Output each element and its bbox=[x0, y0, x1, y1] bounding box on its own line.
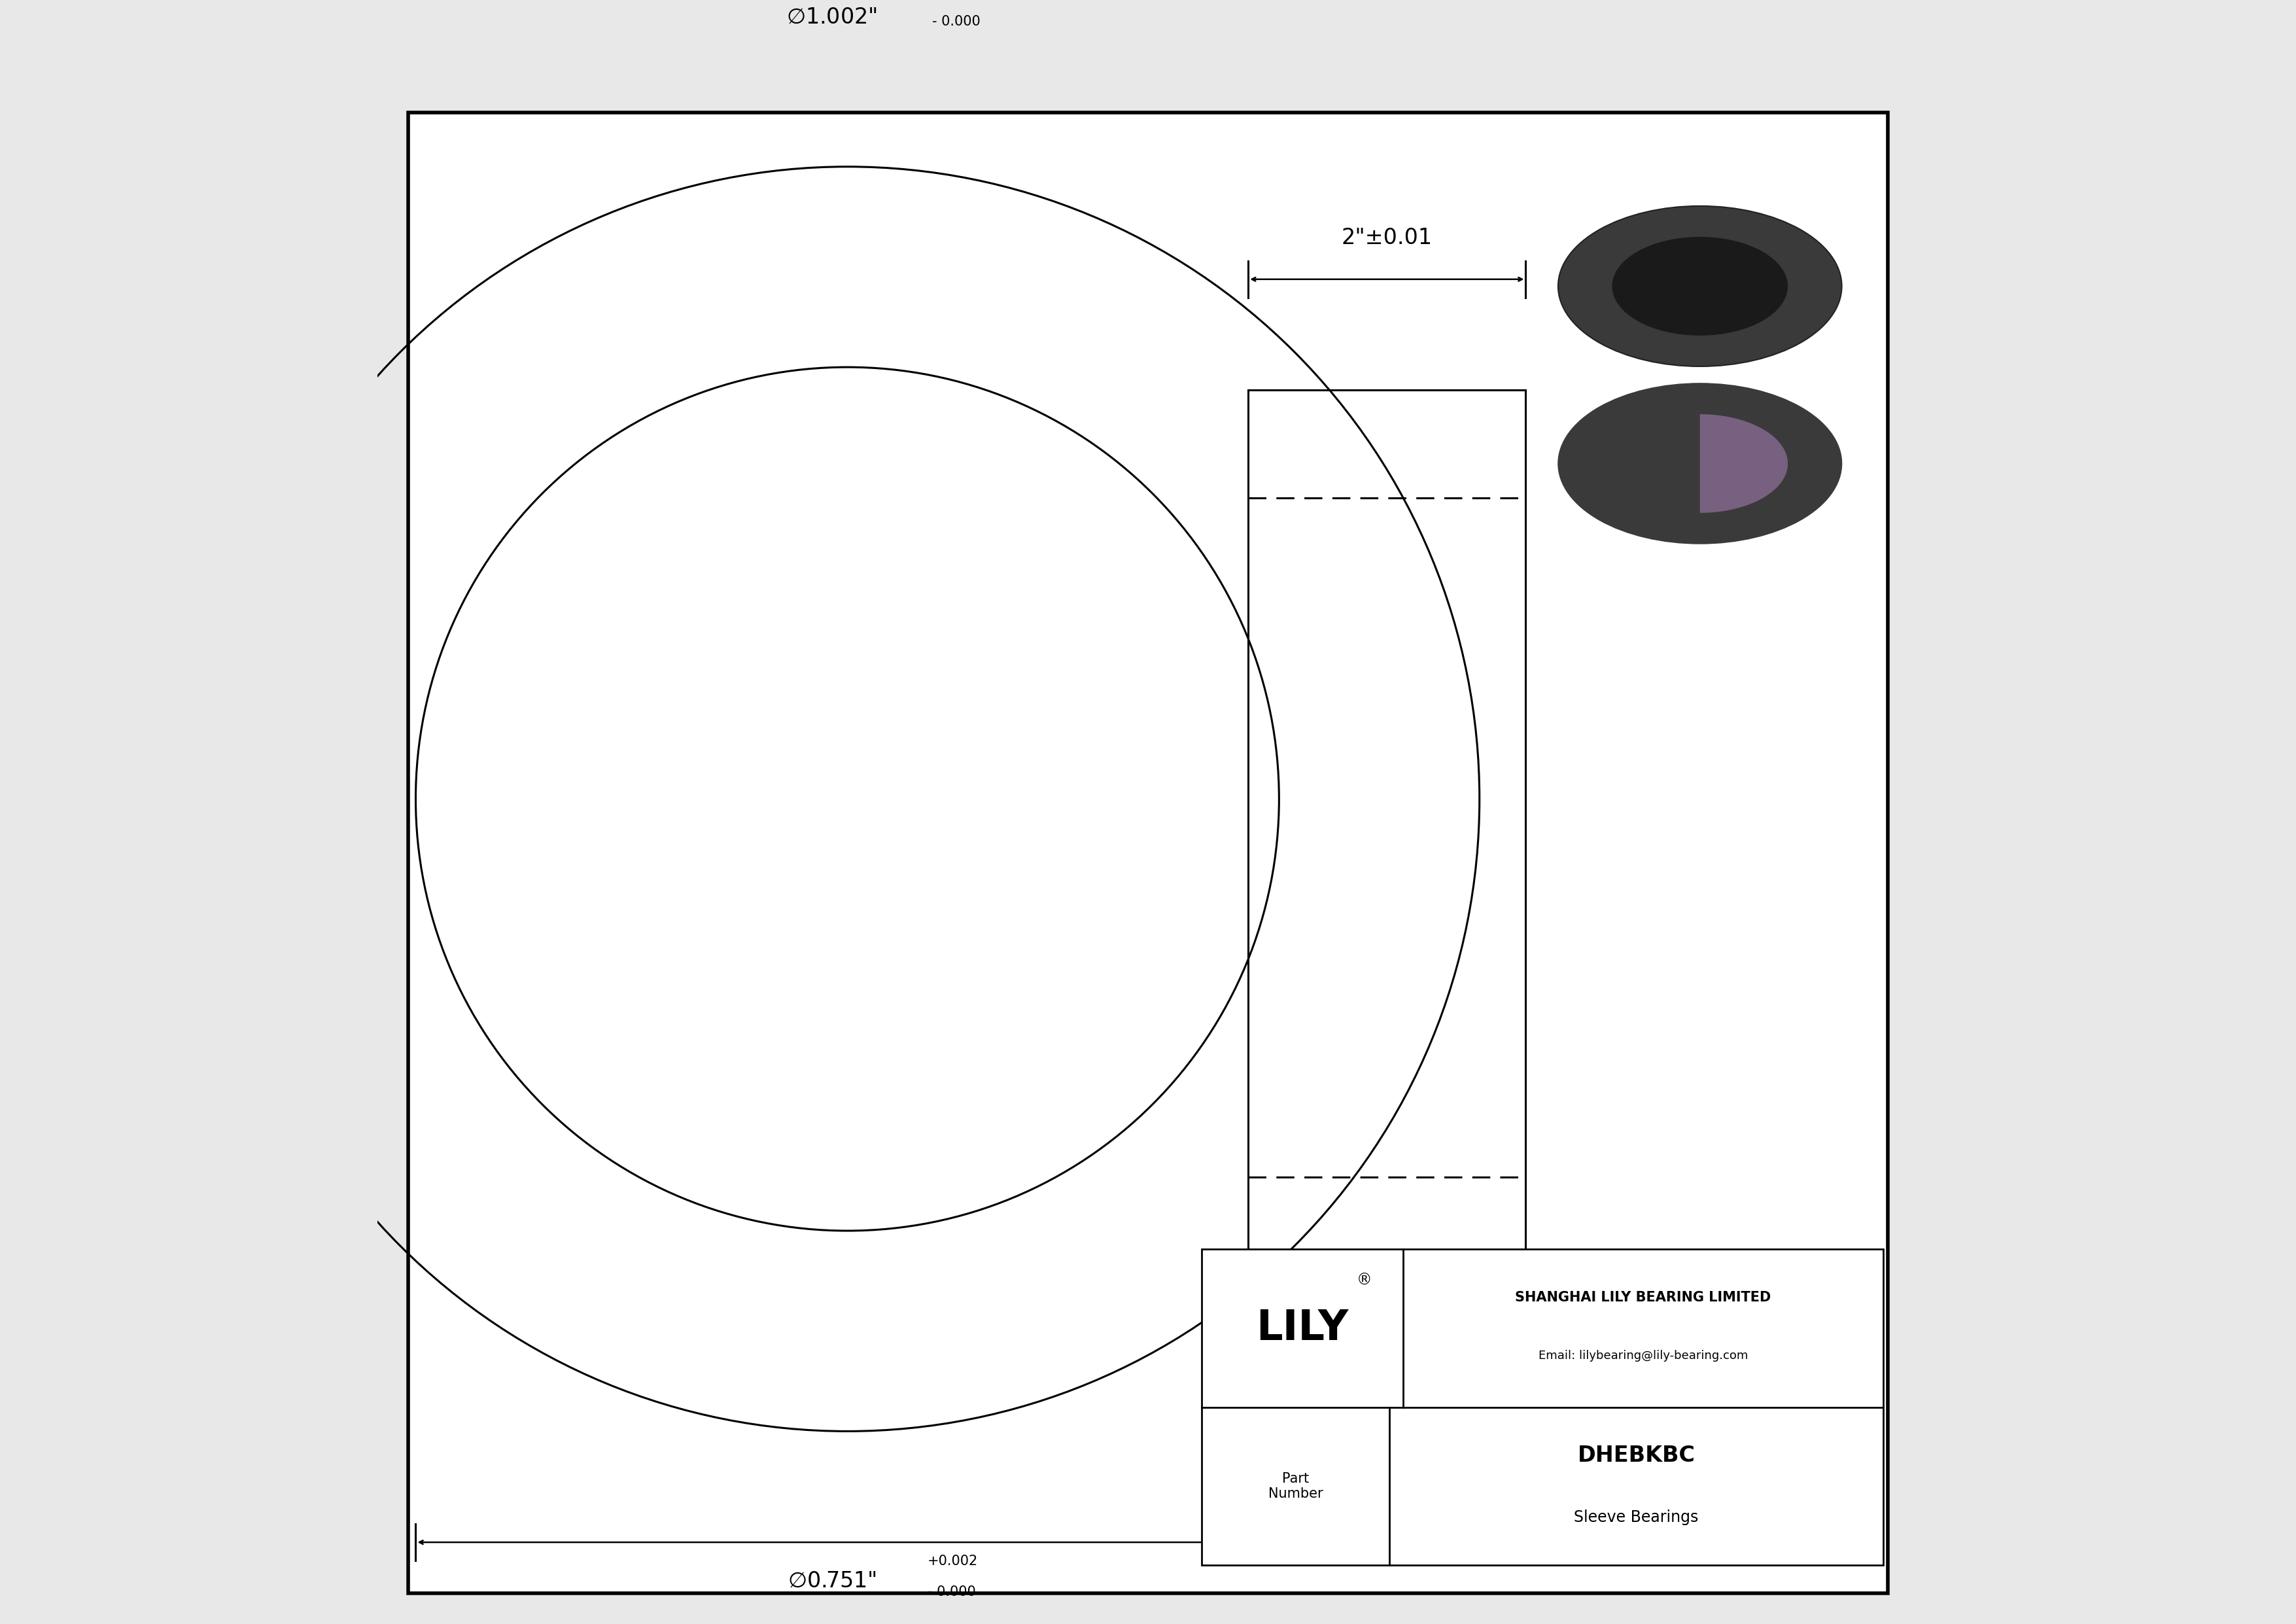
Text: $\varnothing$0.751": $\varnothing$0.751" bbox=[788, 1570, 877, 1592]
Ellipse shape bbox=[1612, 237, 1789, 336]
Text: SHANGHAI LILY BEARING LIMITED: SHANGHAI LILY BEARING LIMITED bbox=[1515, 1291, 1770, 1304]
Bar bbox=[1249, 390, 1527, 1285]
Text: $\varnothing$1.002": $\varnothing$1.002" bbox=[788, 6, 877, 28]
Text: +0.002: +0.002 bbox=[928, 1554, 978, 1567]
Text: - 0.000: - 0.000 bbox=[928, 1585, 976, 1598]
Polygon shape bbox=[1699, 237, 1789, 513]
Text: Email: lilybearing@lily-bearing.com: Email: lilybearing@lily-bearing.com bbox=[1538, 1350, 1747, 1363]
Text: Sleeve Bearings: Sleeve Bearings bbox=[1575, 1509, 1699, 1525]
Text: 2"±0.01: 2"±0.01 bbox=[1341, 227, 1433, 248]
Polygon shape bbox=[1699, 206, 1841, 544]
Text: Part
Number: Part Number bbox=[1267, 1473, 1322, 1501]
Text: LILY: LILY bbox=[1256, 1307, 1348, 1348]
Ellipse shape bbox=[1559, 206, 1841, 367]
Text: - 0.000: - 0.000 bbox=[932, 15, 980, 28]
Text: ®: ® bbox=[1357, 1273, 1373, 1288]
Text: DHEBKBC: DHEBKBC bbox=[1577, 1445, 1694, 1466]
Bar bbox=[1203, 1249, 1883, 1566]
Ellipse shape bbox=[1559, 383, 1841, 544]
